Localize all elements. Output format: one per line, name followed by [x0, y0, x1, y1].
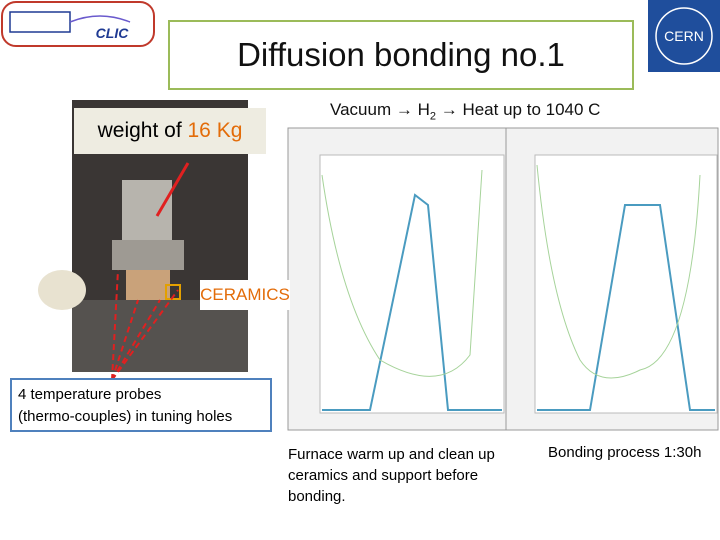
weight-arrow: [155, 162, 190, 217]
clic-logo-swoosh: [69, 15, 131, 23]
photo-table: [72, 300, 248, 372]
clic-logo-frame: [1, 1, 155, 47]
process-step: Vacuum: [330, 100, 392, 119]
arrow: →: [395, 100, 413, 119]
ceramics-marker: [165, 284, 181, 300]
probes-box: 4 temperature probes (thermo-couples) in…: [10, 378, 272, 432]
bonding-screenshot: [505, 127, 719, 431]
clic-logo-text: CLIC: [96, 25, 130, 41]
probe-line: [111, 269, 119, 381]
cern-logo-bg: [648, 0, 720, 72]
probe-line: [111, 299, 139, 381]
subscript: 2: [429, 110, 436, 123]
screenshot-plot: [534, 154, 718, 414]
weight-label: weight of 16 Kg: [74, 108, 266, 154]
caption: Bonding process 1:30h: [548, 444, 702, 461]
arrow: →: [440, 100, 458, 119]
process-step: H: [417, 100, 430, 119]
ceramics-label: CERAMICS: [200, 280, 290, 310]
probe-line: [111, 299, 161, 381]
furnace-screenshot: [287, 127, 507, 431]
photo-weight: [122, 180, 172, 240]
slide-title: Diffusion bonding no.1: [168, 20, 634, 90]
photo-ceramics: [126, 270, 170, 300]
weight-value: 16 Kg: [187, 119, 243, 142]
caption: Furnace warm up and clean up ceramics an…: [288, 446, 495, 505]
probe-line: [111, 289, 179, 381]
process-steps: Vacuum → H2 → Heat up to 1040 C: [330, 100, 600, 122]
probe-lines: [111, 269, 179, 381]
screenshot-curve: [321, 169, 483, 377]
screenshot-curve: [537, 204, 715, 411]
screenshot-curve: [536, 164, 701, 379]
process-step: Heat up to 1040 C: [462, 100, 601, 119]
probes-line: (thermo-couples) in tuning holes: [18, 408, 233, 425]
cern-logo-ring: [655, 7, 713, 65]
photo-plate: [112, 240, 184, 270]
screenshot-curve: [322, 193, 502, 411]
probes-line: 4 temperature probes: [18, 386, 162, 403]
photo-object: [38, 270, 86, 310]
cern-logo-text: CERN: [664, 28, 704, 44]
screenshot-plot: [319, 154, 505, 414]
weight-text: weight of: [97, 119, 188, 142]
